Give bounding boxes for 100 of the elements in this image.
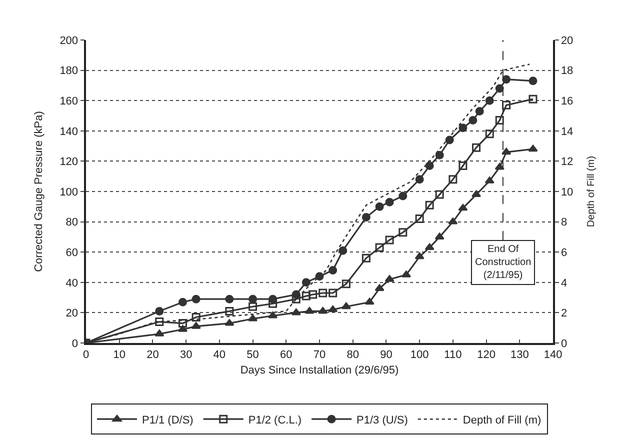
point bbox=[424, 243, 434, 250]
y2-tick-label: 8 bbox=[560, 216, 568, 229]
x-tick-label: 20 bbox=[146, 348, 159, 361]
point bbox=[385, 236, 394, 244]
point bbox=[528, 94, 538, 104]
point bbox=[495, 116, 504, 125]
x-tick-label: 140 bbox=[544, 348, 562, 361]
x-tick-label: 90 bbox=[380, 348, 392, 361]
x-tick-label: 60 bbox=[280, 348, 292, 361]
y2-tick-label: 20 bbox=[560, 34, 574, 47]
point bbox=[385, 198, 394, 206]
x-tick-label: 130 bbox=[510, 348, 529, 361]
legend-label: P1/2 (C.L.) bbox=[248, 414, 302, 426]
legend-label: P1/3 (U/S) bbox=[356, 414, 408, 426]
y-tick-label: 40 bbox=[66, 277, 78, 290]
x-tick-label: 70 bbox=[313, 348, 326, 361]
point bbox=[328, 266, 338, 275]
point bbox=[292, 294, 300, 304]
y-tick-label: 20 bbox=[66, 308, 78, 320]
point bbox=[362, 213, 370, 222]
point bbox=[458, 162, 468, 170]
point bbox=[502, 75, 511, 84]
point bbox=[398, 228, 408, 237]
point bbox=[458, 204, 468, 211]
y2-tick-label: 18 bbox=[560, 65, 574, 78]
point bbox=[178, 319, 187, 328]
point bbox=[248, 294, 258, 304]
y2-tick-label: 10 bbox=[560, 186, 574, 198]
point bbox=[502, 100, 511, 110]
point bbox=[414, 252, 424, 260]
y-tick-label: 140 bbox=[60, 126, 78, 138]
legend-label: P1/1 (D/S) bbox=[142, 414, 194, 426]
point bbox=[415, 214, 424, 224]
point bbox=[448, 218, 458, 224]
point bbox=[495, 84, 504, 93]
x-tick-label: 100 bbox=[410, 348, 429, 361]
point bbox=[494, 163, 504, 170]
point bbox=[484, 176, 494, 184]
legend-label: Depth of Fill (m) bbox=[462, 414, 542, 426]
point bbox=[318, 306, 328, 314]
point bbox=[328, 305, 338, 312]
point bbox=[375, 243, 384, 252]
point bbox=[398, 192, 408, 200]
x-tick-label: 120 bbox=[477, 348, 496, 361]
y-tick-label: 200 bbox=[60, 34, 78, 47]
x-tick-label: 30 bbox=[180, 348, 192, 361]
point bbox=[225, 294, 234, 304]
point bbox=[475, 106, 484, 116]
point bbox=[374, 284, 384, 291]
point bbox=[178, 298, 187, 306]
y2-tick-label: 6 bbox=[560, 246, 568, 259]
point bbox=[434, 232, 444, 240]
y2-tick-label: 16 bbox=[560, 95, 574, 108]
ref-line-label: End Of Construction (2/11/95) bbox=[475, 244, 532, 281]
point bbox=[425, 162, 434, 170]
point bbox=[485, 130, 494, 138]
point bbox=[318, 288, 328, 298]
point bbox=[328, 288, 338, 298]
point bbox=[375, 202, 384, 211]
point bbox=[445, 136, 454, 144]
point bbox=[468, 116, 478, 125]
y-axis-title: Corrected Gauge Pressure (kPa) bbox=[32, 111, 45, 272]
point bbox=[225, 306, 234, 316]
point bbox=[364, 298, 374, 305]
point bbox=[448, 175, 458, 184]
y2-tick-label: 12 bbox=[560, 156, 574, 168]
y2-tick-label: 2 bbox=[560, 308, 568, 320]
x-tick-label: 40 bbox=[213, 348, 226, 361]
y2-tick-label: 14 bbox=[560, 126, 574, 138]
x-tick-label: 80 bbox=[346, 348, 359, 361]
y-tick-label: 100 bbox=[60, 186, 78, 198]
point bbox=[304, 306, 314, 314]
y-tick-label: 80 bbox=[66, 216, 78, 229]
x-tick-label: 10 bbox=[113, 348, 126, 361]
point bbox=[155, 318, 164, 326]
point bbox=[425, 200, 434, 210]
point bbox=[268, 299, 278, 308]
y-tick-label: 60 bbox=[66, 246, 78, 259]
y2-tick-label: 0 bbox=[560, 338, 568, 350]
point bbox=[192, 294, 200, 304]
point bbox=[191, 322, 201, 329]
point bbox=[268, 311, 278, 318]
point bbox=[338, 246, 348, 255]
point bbox=[224, 319, 234, 326]
point bbox=[415, 175, 424, 184]
y-tick-label: 180 bbox=[60, 65, 78, 78]
x-tick-label: 50 bbox=[246, 348, 259, 361]
point bbox=[302, 292, 310, 300]
point bbox=[315, 272, 324, 281]
point bbox=[458, 124, 468, 132]
x-tick-label: 110 bbox=[444, 348, 462, 361]
point bbox=[192, 313, 200, 322]
x-tick-label: 0 bbox=[82, 348, 90, 361]
point bbox=[342, 280, 350, 288]
point bbox=[155, 306, 164, 316]
point bbox=[471, 190, 482, 198]
y2-tick-label: 4 bbox=[560, 277, 568, 290]
point bbox=[248, 302, 258, 311]
point bbox=[292, 290, 300, 299]
point bbox=[435, 190, 444, 199]
